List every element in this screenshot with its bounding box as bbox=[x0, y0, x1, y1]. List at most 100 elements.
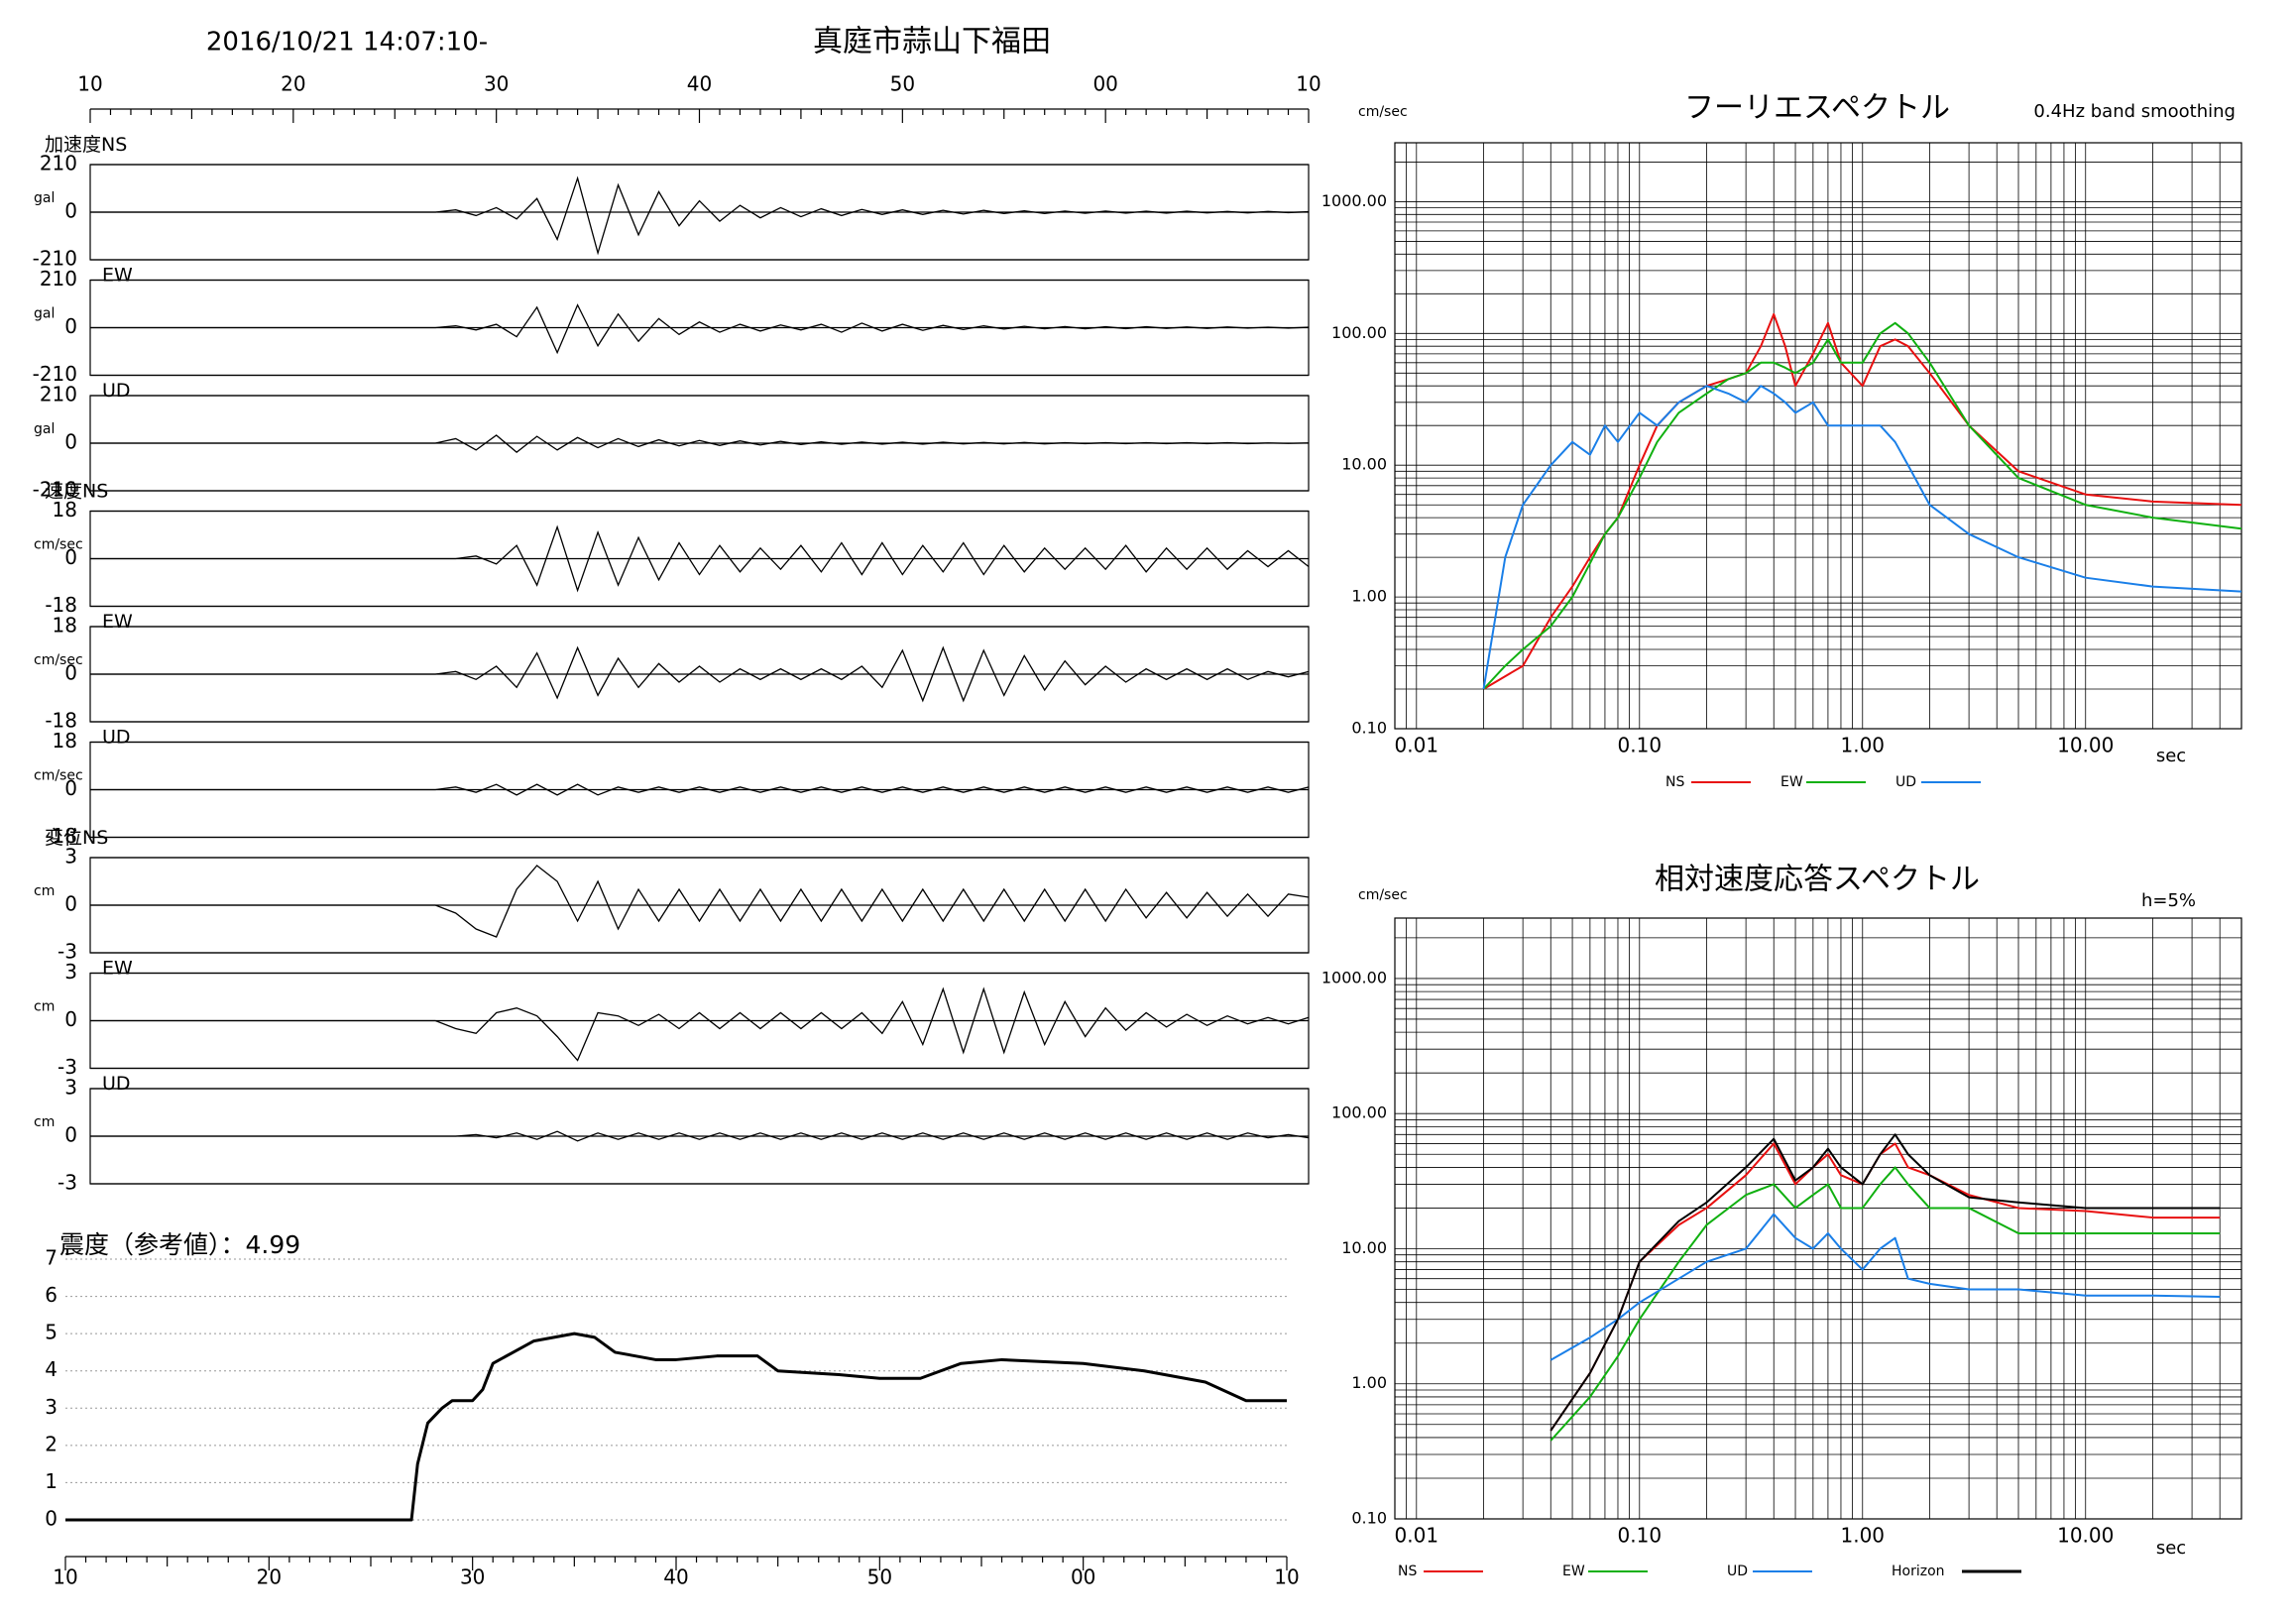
y-tick-label: 0.10 bbox=[1351, 1509, 1387, 1528]
waveform bbox=[90, 865, 1310, 938]
x-tick-label: 30 bbox=[484, 72, 509, 96]
x-tick-label: 50 bbox=[867, 1565, 892, 1589]
unit: cm/sec bbox=[34, 768, 83, 784]
y-tick-label: 3 bbox=[64, 960, 77, 984]
y-tick-label: -3 bbox=[57, 1171, 77, 1195]
y-tick-label: -3 bbox=[57, 940, 77, 964]
y-tick-label: 0 bbox=[64, 545, 77, 569]
y-tick-label: 100.00 bbox=[1331, 323, 1387, 342]
x-tick-label: 0.01 bbox=[1395, 1524, 1439, 1548]
x-tick-label: 10 bbox=[1296, 72, 1320, 96]
y-tick-label: 3 bbox=[64, 845, 77, 869]
quantity: 加速度 bbox=[45, 134, 101, 156]
data-line bbox=[65, 1332, 1287, 1522]
x-tick-label: 00 bbox=[1092, 72, 1117, 96]
y-tick-label: 2 bbox=[45, 1432, 57, 1455]
ylabel: cm/sec bbox=[1358, 104, 1408, 120]
component: EW bbox=[102, 611, 133, 633]
x-tick-label: 30 bbox=[460, 1565, 485, 1589]
y-tick-label: 0 bbox=[64, 661, 77, 685]
y-tick-label: 7 bbox=[45, 1246, 57, 1270]
unit: cm bbox=[34, 1114, 55, 1130]
panel-label: EW bbox=[102, 264, 133, 286]
component: EW bbox=[102, 957, 133, 979]
x-tick-label: 20 bbox=[257, 1565, 282, 1589]
data-line bbox=[1482, 321, 2242, 690]
y-tick-label: 3 bbox=[45, 1395, 57, 1419]
x-tick-label: 20 bbox=[281, 72, 305, 96]
y-tick-label: 210 bbox=[40, 267, 77, 290]
panel-label: UD bbox=[102, 380, 131, 402]
component: UD bbox=[102, 1073, 131, 1095]
data-line bbox=[1550, 1213, 2221, 1361]
y-tick-label: 18 bbox=[53, 729, 77, 753]
y-tick-label: 0.10 bbox=[1351, 719, 1387, 738]
y-tick-label: -210 bbox=[33, 362, 77, 386]
x-tick-label: 10 bbox=[77, 72, 102, 96]
y-tick-label: -210 bbox=[33, 247, 77, 271]
waveform bbox=[90, 645, 1310, 703]
y-tick-label: 18 bbox=[53, 498, 77, 522]
y-tick-label: 1 bbox=[45, 1469, 57, 1493]
y-tick-label: -3 bbox=[57, 1055, 77, 1079]
y-tick-label: -210 bbox=[33, 478, 77, 502]
quantity: 変位 bbox=[45, 827, 82, 849]
y-tick-label: 6 bbox=[45, 1283, 57, 1307]
unit: gal bbox=[34, 306, 55, 322]
component: NS bbox=[101, 134, 127, 156]
legend-label: UD bbox=[1895, 774, 1916, 790]
x-tick-label: 1.00 bbox=[1840, 1524, 1885, 1548]
unit: cm/sec bbox=[34, 652, 83, 668]
panel-label: 速度NS bbox=[45, 480, 108, 502]
x-tick-label: 10 bbox=[1274, 1565, 1299, 1589]
x-tick-label: 0.01 bbox=[1395, 734, 1439, 757]
y-tick-label: -18 bbox=[45, 824, 77, 848]
legend-label: UD bbox=[1727, 1564, 1748, 1579]
unit: cm bbox=[34, 999, 55, 1015]
y-tick-label: 4 bbox=[45, 1357, 57, 1381]
legend-label: Horizon bbox=[1892, 1564, 1945, 1579]
y-tick-label: 10.00 bbox=[1341, 1238, 1387, 1257]
data-line bbox=[1550, 1133, 2221, 1432]
unit: cm/sec bbox=[34, 537, 83, 553]
panel-label: 加速度NS bbox=[45, 134, 127, 156]
waveform bbox=[90, 783, 1310, 796]
y-tick-label: 0 bbox=[64, 1007, 77, 1031]
y-tick-label: 210 bbox=[40, 383, 77, 406]
component: NS bbox=[82, 480, 108, 502]
x-tick-label: 10.00 bbox=[2057, 1524, 2114, 1548]
component: NS bbox=[82, 827, 108, 849]
y-tick-label: 1.00 bbox=[1351, 1373, 1387, 1392]
xlabel: sec bbox=[2156, 746, 2186, 766]
legend-label: NS bbox=[1398, 1564, 1417, 1579]
panel-label: UD bbox=[102, 726, 131, 748]
unit: cm bbox=[34, 883, 55, 899]
component: EW bbox=[102, 264, 133, 286]
component: UD bbox=[102, 726, 131, 748]
y-tick-label: 1000.00 bbox=[1321, 968, 1387, 986]
y-tick-label: -18 bbox=[45, 709, 77, 733]
waveform bbox=[90, 303, 1310, 355]
title: 相対速度応答スペクトル bbox=[1655, 863, 1980, 897]
annotation: h=5% bbox=[2141, 890, 2196, 911]
legend-label: EW bbox=[1780, 774, 1803, 790]
waveform bbox=[90, 524, 1310, 593]
x-tick-label: 00 bbox=[1071, 1565, 1095, 1589]
waveform bbox=[90, 1130, 1310, 1142]
panel-label: 変位NS bbox=[45, 827, 108, 849]
data-line bbox=[1482, 385, 2242, 690]
x-tick-label: 0.10 bbox=[1618, 1524, 1663, 1548]
y-tick-label: 3 bbox=[64, 1076, 77, 1100]
title: フーリエスペクトル bbox=[1684, 91, 1950, 126]
data-line bbox=[1483, 312, 2242, 690]
ylabel: cm/sec bbox=[1358, 887, 1408, 903]
legend-label: NS bbox=[1665, 774, 1684, 790]
title: 震度（参考値）：4.99 bbox=[59, 1230, 300, 1259]
quantity: 速度 bbox=[45, 480, 82, 502]
x-tick-label: 10.00 bbox=[2057, 734, 2114, 757]
data-line bbox=[1550, 1142, 2221, 1432]
y-tick-label: 0 bbox=[64, 199, 77, 223]
unit: gal bbox=[34, 190, 55, 206]
y-tick-label: 0 bbox=[64, 430, 77, 454]
x-tick-label: 40 bbox=[663, 1565, 688, 1589]
